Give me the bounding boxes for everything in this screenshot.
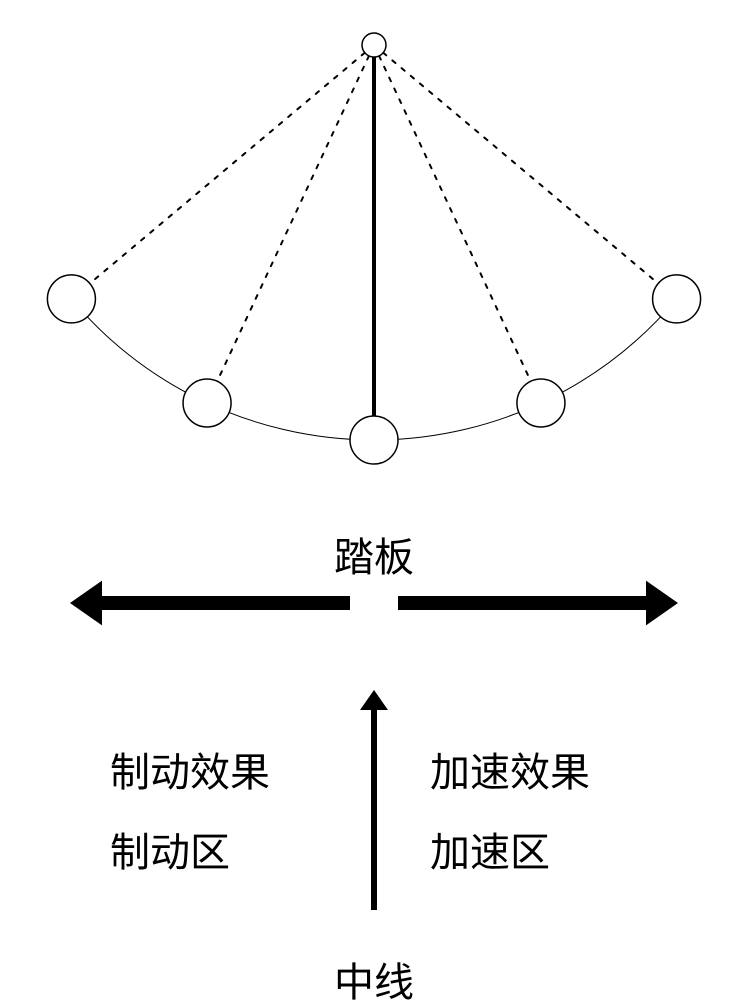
arrow-up-head-icon <box>360 690 388 710</box>
pendulum-bob-2 <box>517 379 565 427</box>
label-accel-zone: 加速区 <box>430 820 550 878</box>
pivot <box>362 33 386 57</box>
pendulum-bob-1 <box>47 275 95 323</box>
pendulum-bob-3 <box>653 275 701 323</box>
pendulum-line-3 <box>374 45 677 299</box>
pendulum-center-bob <box>350 416 398 464</box>
label-pedal: 踏板 <box>334 525 414 583</box>
pendulum-line-1 <box>71 45 374 299</box>
pendulum-bob-0 <box>183 379 231 427</box>
label-brake-zone: 制动区 <box>110 820 230 878</box>
label-brake-effect: 制动效果 <box>110 740 270 798</box>
label-centerline: 中线 <box>334 950 414 1008</box>
pendulum-line-2 <box>374 45 541 403</box>
label-accel-effect: 加速效果 <box>430 740 590 798</box>
arrow-right-head-icon <box>646 581 678 626</box>
arrow-left-head-icon <box>70 581 102 626</box>
pendulum-line-0 <box>207 45 374 403</box>
